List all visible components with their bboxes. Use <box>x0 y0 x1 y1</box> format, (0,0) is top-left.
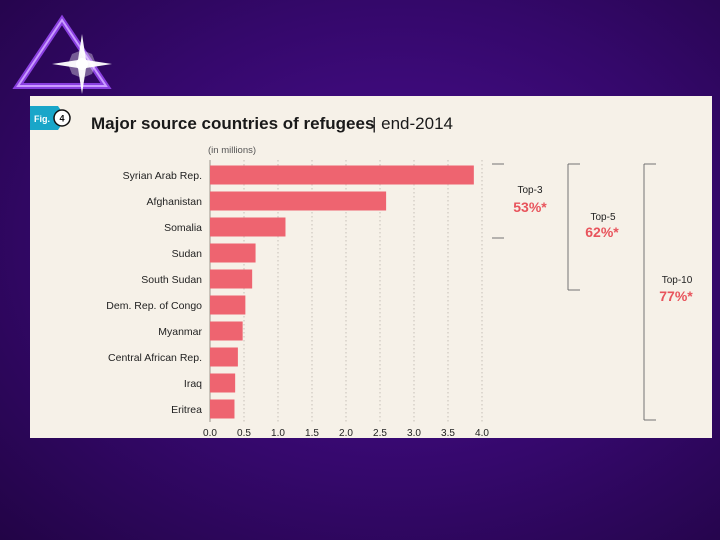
category-label: South Sudan <box>141 274 202 286</box>
x-tick-label: 3.0 <box>407 428 421 438</box>
fig-tab-label: Fig. <box>34 114 50 124</box>
x-tick-label: 1.0 <box>271 428 285 438</box>
chart-title-suffix: | end-2014 <box>372 114 453 133</box>
category-label: Syrian Arab Rep. <box>123 170 202 182</box>
bracket-percent: 53%* <box>513 199 547 215</box>
bar <box>210 269 253 289</box>
bar <box>210 321 243 341</box>
bar <box>210 399 235 419</box>
x-tick-label: 2.0 <box>339 428 353 438</box>
bracket-label: Top-10 <box>662 275 693 286</box>
bracket-label: Top-3 <box>517 185 542 196</box>
category-label: Central African Rep. <box>108 352 202 364</box>
category-label: Afghanistan <box>147 196 203 208</box>
bar <box>210 347 238 367</box>
bar <box>210 191 387 211</box>
x-tick-label: 3.5 <box>441 428 455 438</box>
category-label: Iraq <box>184 378 202 390</box>
bar <box>210 165 474 185</box>
bar <box>210 243 256 263</box>
fig-number-badge <box>53 109 71 127</box>
figure-panel: Fig. 4 Major source countries of refugee… <box>30 96 712 438</box>
x-tick-label: 4.0 <box>475 428 489 438</box>
chart-title: Major source countries of refugees <box>91 114 374 133</box>
bracket-percent: 77%* <box>659 288 693 304</box>
x-tick-label: 0.5 <box>237 428 251 438</box>
bar <box>210 295 246 315</box>
fig-number: 4 <box>59 114 64 124</box>
category-label: Myanmar <box>158 326 202 338</box>
x-tick-label: 0.0 <box>203 428 217 438</box>
category-label: Sudan <box>172 248 203 260</box>
star-burst-triangle-icon <box>12 14 112 94</box>
bar-chart: Fig. 4 Major source countries of refugee… <box>30 106 693 438</box>
category-label: Somalia <box>164 222 202 234</box>
x-tick-label: 1.5 <box>305 428 319 438</box>
bracket-label: Top-5 <box>590 212 615 223</box>
bar <box>210 373 236 393</box>
category-label: Eritrea <box>171 404 202 416</box>
category-label: Dem. Rep. of Congo <box>106 300 202 312</box>
units-label: (in millions) <box>208 145 256 156</box>
bar <box>210 217 286 237</box>
x-tick-label: 2.5 <box>373 428 387 438</box>
bracket-percent: 62%* <box>585 224 619 240</box>
